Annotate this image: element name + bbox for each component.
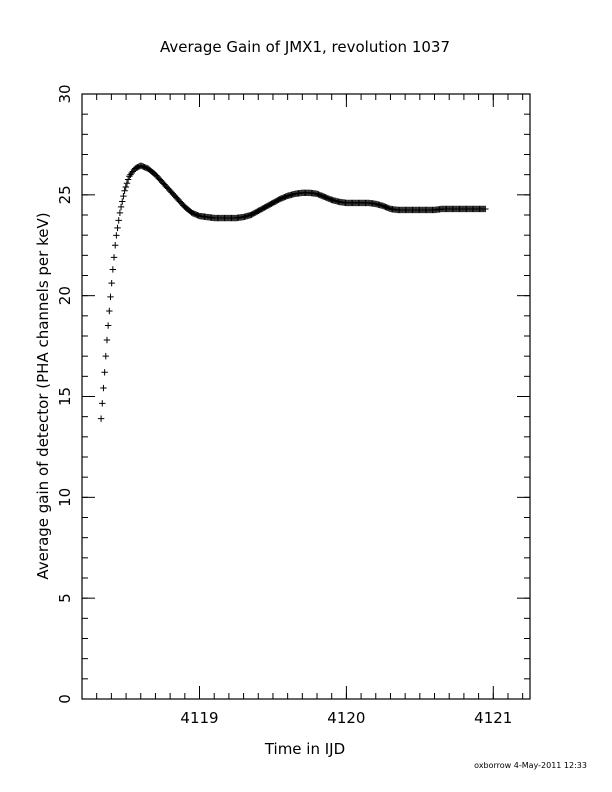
data-point-marker	[102, 352, 109, 360]
data-point-marker	[104, 322, 112, 329]
data-point-marker	[97, 415, 105, 422]
y-tick-label: 25	[56, 185, 74, 204]
data-point-marker	[99, 400, 106, 407]
y-tick-label: 15	[56, 387, 74, 406]
footer-stamp: oxborrow 4-May-2011 12:33	[474, 761, 587, 770]
chart-title: Average Gain of JMX1, revolution 1037	[160, 38, 450, 56]
data-point-marker	[106, 307, 113, 315]
y-tick-label: 5	[56, 593, 74, 603]
axis-ticks	[81, 93, 530, 700]
data-point-marker	[115, 217, 122, 224]
data-point-marker	[124, 176, 132, 183]
data-point-marker	[113, 232, 120, 239]
y-tick-label: 30	[56, 84, 74, 103]
data-point-marker	[100, 384, 107, 392]
y-tick-label: 10	[56, 488, 74, 507]
data-point-marker	[114, 224, 121, 232]
data-point-marker	[117, 203, 125, 211]
data-points	[97, 162, 489, 422]
data-point-marker	[116, 209, 124, 217]
y-axis-label: Average gain of detector (PHA channels p…	[34, 212, 52, 579]
data-point-marker	[122, 183, 129, 191]
y-tick-label: 0	[56, 694, 74, 704]
data-point-marker	[103, 336, 111, 344]
data-point-marker	[120, 192, 127, 200]
data-point-marker	[111, 242, 119, 249]
y-tick-labels: 0 5 10 15 20 25 30	[56, 84, 74, 703]
x-tick-labels: 4119 4120 4121	[180, 709, 512, 727]
data-point-marker	[108, 279, 115, 287]
data-point-marker	[126, 173, 133, 180]
plot-frame	[81, 93, 531, 700]
data-point-marker	[128, 169, 135, 177]
data-point-marker	[127, 171, 134, 178]
data-point-marker	[121, 187, 128, 194]
x-tick-label: 4119	[180, 709, 218, 727]
data-point-marker	[123, 180, 131, 187]
data-point-marker	[119, 198, 126, 205]
x-tick-label: 4121	[474, 709, 512, 727]
x-axis-label: Time in IJD	[264, 740, 345, 758]
data-point-marker	[109, 266, 117, 273]
data-point-marker	[110, 254, 118, 261]
x-tick-label: 4120	[327, 709, 365, 727]
data-point-marker	[101, 369, 108, 376]
y-tick-label: 20	[56, 286, 74, 305]
data-point-marker	[107, 293, 114, 301]
data-point-marker	[482, 205, 489, 213]
